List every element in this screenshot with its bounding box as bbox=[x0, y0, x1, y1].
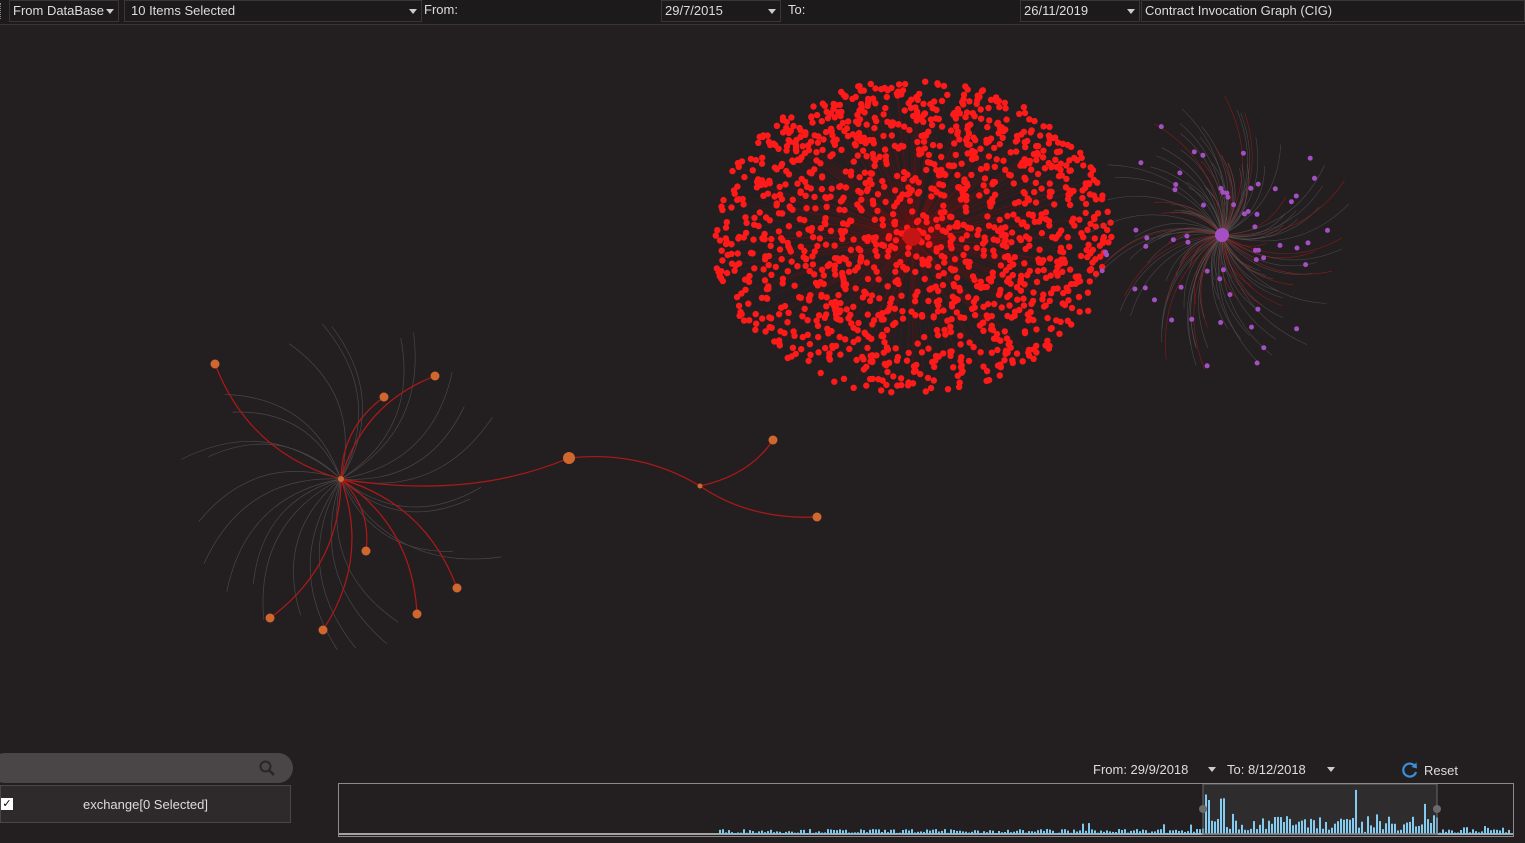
chevron-down-icon bbox=[1127, 9, 1135, 14]
range-from-label: From: 29/9/2018 bbox=[1093, 762, 1189, 777]
graph-type-label: Contract Invocation Graph (CIG) bbox=[1145, 3, 1333, 18]
from-date-picker[interactable]: 29/7/2015 bbox=[661, 0, 781, 22]
chevron-down-icon bbox=[409, 9, 417, 14]
purple-hub-node bbox=[1215, 228, 1229, 242]
timeline-histogram[interactable] bbox=[338, 783, 1514, 837]
items-dropdown[interactable]: 10 Items Selected bbox=[124, 0, 422, 22]
top-toolbar: From DataBase 10 Items Selected From: 29… bbox=[0, 0, 1525, 25]
legend-item-exchange[interactable]: ✓ exchange[0 Selected] bbox=[0, 785, 291, 823]
items-dropdown-label: 10 Items Selected bbox=[131, 3, 236, 18]
timeline-bars bbox=[719, 789, 1510, 834]
reset-label: Reset bbox=[1424, 763, 1458, 778]
range-to-dropdown[interactable] bbox=[1323, 760, 1339, 780]
to-date-value: 26/11/2019 bbox=[1024, 3, 1089, 18]
source-dropdown[interactable]: From DataBase bbox=[9, 0, 119, 22]
chevron-down-icon bbox=[1208, 767, 1216, 772]
graph-type-dropdown[interactable]: Contract Invocation Graph (CIG) bbox=[1141, 0, 1525, 22]
network-graph-canvas[interactable] bbox=[0, 25, 1525, 750]
range-to-label: To: 8/12/2018 bbox=[1227, 762, 1306, 777]
legend-item-label: exchange[0 Selected] bbox=[82, 797, 209, 812]
search-field[interactable] bbox=[0, 753, 293, 783]
to-date-picker[interactable]: 26/11/2019 bbox=[1020, 0, 1140, 22]
chevron-down-icon bbox=[1327, 767, 1335, 772]
search-icon[interactable] bbox=[259, 760, 275, 776]
timeline-selection-window bbox=[1202, 784, 1438, 835]
orange-graph-edges bbox=[180, 323, 818, 650]
timeline-left-handle bbox=[1199, 805, 1207, 813]
purple-cluster-nodes bbox=[1099, 124, 1330, 369]
red-hub-node bbox=[903, 228, 921, 246]
to-label: To: bbox=[788, 2, 806, 17]
from-label: From: bbox=[424, 2, 458, 17]
range-from-dropdown[interactable] bbox=[1204, 760, 1220, 780]
source-dropdown-label: From DataBase bbox=[13, 3, 105, 18]
checkbox-checked-icon[interactable]: ✓ bbox=[1, 798, 13, 810]
timeline-right-handle bbox=[1433, 805, 1441, 813]
chevron-down-icon bbox=[106, 9, 114, 14]
chevron-down-icon bbox=[768, 9, 776, 14]
orange-graph-nodes bbox=[210, 359, 822, 635]
toolbar-grip[interactable] bbox=[0, 3, 4, 19]
red-cluster-nodes bbox=[712, 78, 1115, 396]
from-date-value: 29/7/2015 bbox=[665, 3, 723, 18]
refresh-icon bbox=[1402, 762, 1418, 778]
